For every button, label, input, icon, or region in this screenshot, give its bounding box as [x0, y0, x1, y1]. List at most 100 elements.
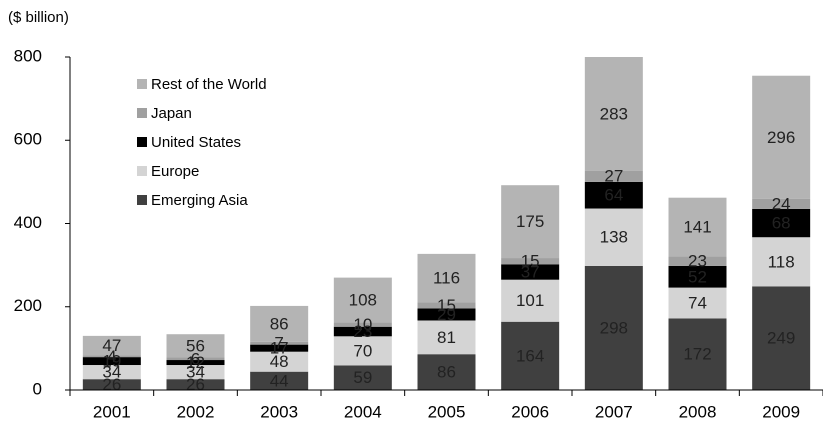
value-label: 101 [516, 291, 544, 310]
legend-label: Japan [151, 105, 192, 122]
x-tick-label: 2007 [595, 402, 633, 421]
value-label: 70 [353, 341, 372, 360]
y-axis-label: ($ billion) [8, 9, 69, 26]
value-label: 23 [688, 252, 707, 271]
value-label: 47 [102, 336, 121, 355]
value-label: 26 [102, 375, 121, 394]
value-label: 59 [353, 368, 372, 387]
bar-segment [250, 351, 309, 372]
bar-segment [82, 379, 141, 390]
bar-segment [501, 264, 560, 280]
value-label: 37 [521, 262, 540, 281]
value-label: 27 [604, 167, 623, 186]
bar-segment [584, 265, 643, 390]
bar-segment [250, 344, 309, 352]
value-label: 164 [516, 346, 544, 365]
x-tick-label: 2008 [679, 402, 717, 421]
bar-segment [333, 277, 392, 323]
bar-segment [333, 336, 392, 366]
value-label: 26 [186, 375, 205, 394]
value-label: 48 [270, 352, 289, 371]
value-label: 86 [437, 363, 456, 382]
value-label: 56 [186, 336, 205, 355]
value-label: 6 [191, 349, 200, 368]
y-tick-label: 400 [14, 213, 42, 232]
bar-segment [82, 365, 141, 380]
bar-segment [166, 379, 225, 390]
value-label: 23 [353, 322, 372, 341]
bar-segment [584, 208, 643, 266]
bar-segment [668, 265, 727, 288]
bar-segment [584, 57, 643, 171]
bar-segment [166, 357, 225, 361]
value-label: 108 [349, 291, 377, 310]
value-label: 141 [683, 218, 711, 237]
bar-segment [752, 198, 811, 209]
bar-segment [166, 365, 225, 380]
value-label: 7 [274, 334, 283, 353]
bar-segment [417, 253, 476, 303]
value-label: 283 [600, 104, 628, 123]
legend-label: Emerging Asia [151, 192, 248, 209]
bar-segment [668, 318, 727, 390]
bar-segment [417, 302, 476, 309]
y-tick-label: 200 [14, 296, 42, 315]
bar-segment [752, 208, 811, 238]
bar-segment [668, 197, 727, 257]
value-label: 29 [437, 305, 456, 324]
value-label: 68 [772, 214, 791, 233]
bar-segment [166, 334, 225, 358]
bar-segment [82, 357, 141, 366]
legend-label: United States [151, 134, 241, 151]
value-label: 74 [688, 293, 707, 312]
bar-segment [501, 258, 560, 265]
value-label: 24 [772, 194, 791, 213]
legend-swatch [137, 79, 147, 89]
value-label: 12 [186, 353, 205, 372]
value-label: 44 [270, 371, 289, 390]
x-tick-label: 2009 [762, 402, 800, 421]
bar-segment [417, 308, 476, 321]
bar-segment [250, 305, 309, 342]
bar-segment [333, 365, 392, 390]
legend-swatch [137, 166, 147, 176]
bar-segment [250, 371, 309, 390]
bar-segment [417, 320, 476, 355]
value-label: 15 [521, 252, 540, 271]
value-label: 34 [102, 363, 121, 382]
bar-segment [417, 354, 476, 390]
legend-swatch [137, 195, 147, 205]
bar-segment [668, 287, 727, 319]
bar-segment [752, 286, 811, 390]
bar-segment [584, 170, 643, 182]
y-tick-label: 0 [33, 379, 42, 398]
value-label: 172 [683, 345, 711, 364]
bar-segment [752, 237, 811, 287]
value-label: 175 [516, 212, 544, 231]
value-label: 15 [437, 296, 456, 315]
value-label: 34 [186, 363, 205, 382]
bar-segment [166, 360, 225, 366]
bar-segment [333, 322, 392, 327]
y-tick-label: 600 [14, 130, 42, 149]
value-label: 10 [353, 315, 372, 334]
value-label: 296 [767, 128, 795, 147]
bar-segment [82, 335, 141, 356]
value-label: 52 [688, 267, 707, 286]
value-label: 17 [270, 339, 289, 358]
value-label: 249 [767, 329, 795, 348]
plot-area [82, 57, 811, 390]
legend-swatch [137, 137, 147, 147]
x-tick-label: 2006 [511, 402, 549, 421]
bar-segment [752, 75, 811, 199]
legend-label: Rest of the World [151, 76, 267, 93]
x-tick-label: 2005 [428, 402, 466, 421]
value-label: 118 [768, 252, 795, 271]
value-label: 116 [433, 269, 460, 288]
legend-label: Europe [151, 163, 199, 180]
value-label: 81 [437, 328, 456, 347]
value-label: 4 [107, 347, 116, 366]
value-label: 86 [270, 314, 289, 333]
bar-segment [584, 181, 643, 209]
